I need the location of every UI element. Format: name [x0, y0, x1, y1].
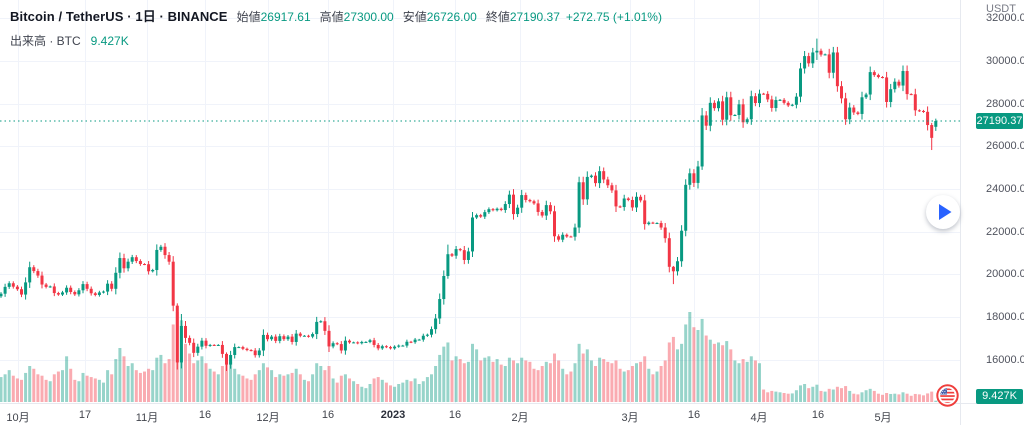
volume-title[interactable]: 出来高 · BTC: [10, 34, 81, 48]
price-tick-label: 22000.00: [986, 225, 1024, 238]
time-tick-label: 12月: [256, 412, 280, 424]
time-tick-label: 2023: [380, 409, 406, 421]
volume-value: 9.427K: [90, 34, 129, 48]
play-button[interactable]: [926, 195, 960, 229]
chart-pane[interactable]: [0, 0, 960, 403]
legend-row-symbol: Bitcoin / TetherUS · 1日 · BINANCE 始値26917…: [10, 6, 662, 25]
time-tick-label: 16: [448, 409, 462, 421]
legend-row-volume: 出来高 · BTC 9.427K: [10, 32, 662, 49]
low-group: 安値26726.00: [403, 10, 477, 24]
candlestick-series: [0, 38, 938, 371]
time-tick-label: 16: [811, 409, 825, 421]
time-tick-label: 16: [687, 409, 701, 421]
time-tick-label: 2月: [511, 412, 529, 424]
high-group: 高値27300.00: [320, 10, 394, 24]
time-tick-label: 10月: [6, 412, 30, 424]
low-value: 26726.00: [426, 10, 477, 24]
us-flag-icon: [936, 384, 959, 407]
price-tick-label: 16000.00: [986, 353, 1024, 366]
open-label: 始値: [236, 10, 261, 24]
time-axis[interactable]: 10月 17 11月 16 12月 16 2023 16 2月 3月 16 4月 16 5月: [0, 403, 960, 425]
close-value: 27190.37: [509, 10, 560, 24]
price-axis[interactable]: USDT 27190.37 9.427K 32000.00 30000.00 280…: [960, 0, 1024, 404]
price-tick-label: 20000.00: [986, 268, 1024, 281]
axis-corner: [960, 403, 1024, 425]
symbol-title[interactable]: Bitcoin / TetherUS · 1日 · BINANCE: [10, 9, 228, 24]
high-value: 27300.00: [343, 10, 394, 24]
price-tick-label: 24000.00: [986, 183, 1024, 196]
current-price-badge: 27190.37: [976, 112, 1023, 129]
price-tick-label: 32000.00: [986, 12, 1024, 25]
time-tick-label: 17: [78, 409, 92, 421]
high-label: 高値: [319, 10, 344, 24]
time-tick-label: 16: [198, 409, 212, 421]
low-label: 安値: [402, 10, 427, 24]
us-flag-event-icon[interactable]: [936, 384, 959, 407]
change-value: +272.75 (+1.01%): [565, 10, 662, 24]
price-tick-label: 18000.00: [986, 311, 1024, 324]
legend: Bitcoin / TetherUS · 1日 · BINANCE 始値26917…: [10, 6, 662, 49]
candlestick-chart[interactable]: [0, 0, 960, 403]
currency-label: USDT: [986, 3, 1016, 15]
current-volume-badge: 9.427K: [976, 389, 1023, 404]
time-tick-label: 16: [321, 409, 335, 421]
price-tick-label: 26000.00: [986, 140, 1024, 153]
close-group: 終値27190.37: [486, 10, 560, 24]
price-tick-label: 28000.00: [986, 97, 1024, 110]
open-value: 26917.61: [260, 10, 311, 24]
volume-series: [0, 312, 938, 402]
price-tick-label: 30000.00: [986, 55, 1024, 67]
open-group: 始値26917.61: [237, 10, 311, 24]
time-tick-label: 5月: [874, 412, 892, 424]
time-tick-label: 4月: [750, 412, 768, 424]
time-tick-label: 3月: [621, 412, 639, 424]
close-label: 終値: [485, 10, 510, 24]
play-triangle-icon: [939, 204, 952, 220]
grid: [0, 0, 960, 403]
time-tick-label: 11月: [135, 412, 159, 424]
